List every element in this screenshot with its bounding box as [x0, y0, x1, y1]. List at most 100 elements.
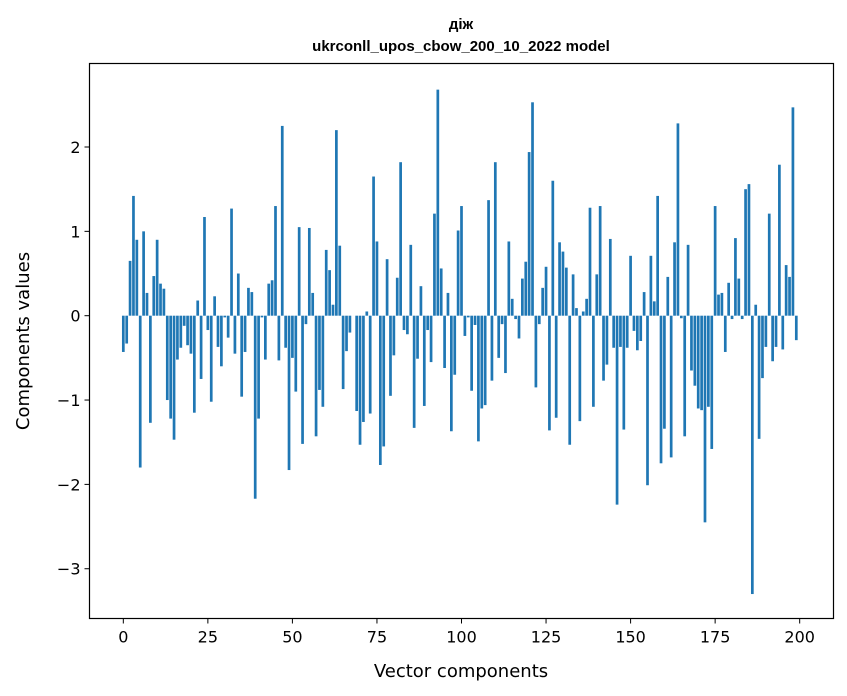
bar-117	[517, 315, 521, 339]
bar-41	[260, 315, 264, 318]
bar-96	[446, 292, 450, 316]
bar-78	[385, 259, 389, 316]
bar-3	[132, 195, 135, 316]
bar-113	[504, 315, 507, 374]
bar-94	[439, 268, 443, 316]
bar-83	[402, 315, 406, 331]
bar-141	[598, 206, 602, 316]
bar-17	[179, 315, 183, 348]
bar-36	[243, 315, 247, 352]
bar-179	[727, 282, 731, 316]
bar-39	[253, 315, 257, 499]
bar-160	[663, 315, 666, 429]
bar-146	[615, 315, 619, 505]
bar-123	[537, 315, 541, 325]
bar-194	[778, 164, 781, 316]
bar-87	[416, 315, 419, 359]
bar-177	[720, 292, 724, 316]
bar-124	[541, 287, 545, 316]
bar-97	[450, 315, 453, 432]
bar-15	[172, 315, 176, 440]
bar-10	[155, 239, 159, 316]
bar-19	[186, 315, 189, 346]
bar-190	[764, 315, 768, 347]
bar-58	[318, 315, 321, 390]
bar-164	[676, 123, 680, 316]
bar-80	[392, 315, 396, 356]
bar-79	[389, 315, 392, 396]
bar-102	[466, 315, 470, 318]
bar-27	[213, 296, 216, 316]
bar-82	[399, 162, 402, 316]
bar-21	[192, 315, 196, 413]
bar-90	[426, 315, 430, 331]
bar-53	[301, 315, 304, 444]
bar-26	[209, 315, 213, 402]
bar-63	[335, 130, 338, 316]
bar-136	[581, 311, 585, 316]
x-tick-label: 50	[282, 628, 302, 647]
bar-137	[585, 298, 588, 316]
bar-107	[483, 315, 487, 406]
y-tick-label: −1	[57, 391, 81, 410]
bar-147	[619, 315, 622, 347]
bar-168	[690, 315, 693, 371]
bar-111	[497, 315, 501, 358]
bar-64	[338, 245, 342, 316]
x-tick-label: 100	[446, 628, 477, 647]
bar-74	[372, 176, 375, 316]
bar-131	[564, 267, 568, 316]
bar-199	[794, 315, 798, 341]
bar-174	[710, 315, 714, 449]
bar-31	[226, 315, 230, 338]
bar-99	[456, 230, 460, 316]
bar-42	[264, 315, 267, 360]
bar-195	[781, 315, 785, 350]
bar-119	[524, 261, 528, 316]
bar-106	[480, 315, 484, 409]
bar-48	[284, 315, 287, 348]
y-tick-label: 1	[70, 222, 80, 241]
bar-129	[558, 242, 561, 316]
bar-20	[189, 315, 193, 354]
bar-101	[463, 315, 467, 336]
y-tick-label: −2	[57, 475, 81, 494]
bar-16	[176, 315, 179, 360]
x-tick-label: 175	[700, 628, 731, 647]
bar-157	[652, 301, 656, 316]
bar-14	[169, 315, 173, 419]
x-axis: 0 25 50 75 100 125 150 175 200	[118, 618, 815, 647]
bar-178	[723, 315, 727, 352]
y-axis-label: Components values	[13, 252, 34, 430]
bar-110	[493, 162, 497, 316]
chart-title-line2: ukrconll_upos_cbow_200_10_2022 model	[312, 38, 610, 55]
bar-120	[527, 152, 531, 316]
bar-149	[625, 315, 629, 348]
bar-30	[223, 315, 227, 318]
bar-128	[554, 315, 558, 418]
bar-55	[307, 227, 311, 316]
bar-7	[145, 292, 149, 316]
bar-158	[656, 195, 659, 316]
bar-159	[659, 315, 663, 464]
bar-35	[240, 315, 244, 397]
bar-109	[490, 315, 494, 381]
bar-112	[500, 315, 504, 325]
bar-62	[331, 304, 335, 316]
bar-103	[470, 315, 473, 391]
bar-29	[220, 315, 223, 367]
bar-86	[412, 315, 416, 428]
bar-125	[544, 266, 548, 316]
bar-38	[250, 292, 254, 316]
bar-165	[679, 315, 683, 319]
bar-8	[149, 315, 152, 423]
bar-118	[521, 278, 524, 316]
bar-59	[321, 315, 325, 407]
bar-47	[280, 125, 284, 316]
bar-0	[121, 315, 125, 352]
bars	[121, 89, 798, 595]
bar-37	[247, 287, 250, 316]
bar-98	[453, 315, 457, 375]
bar-34	[236, 273, 240, 316]
